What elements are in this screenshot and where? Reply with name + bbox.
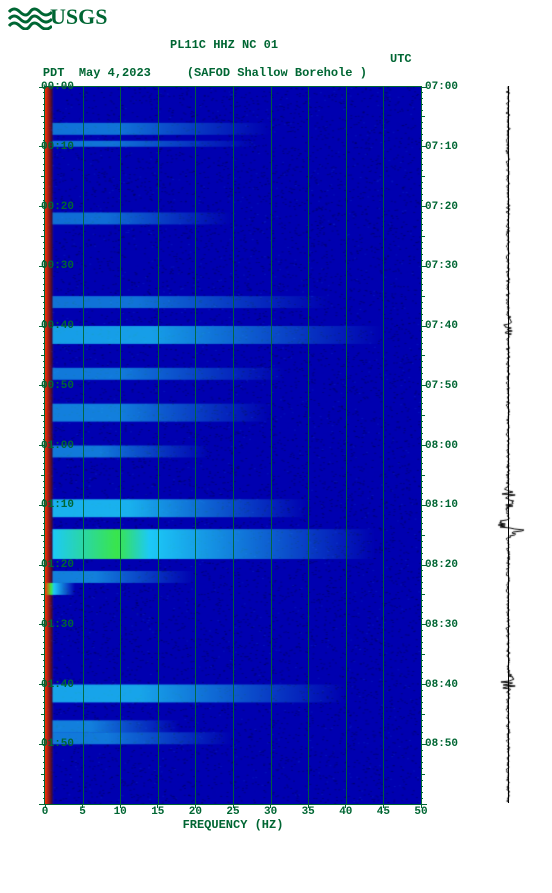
- waveform-canvas: [488, 86, 528, 803]
- usgs-logo-text: USGS: [50, 4, 107, 30]
- usgs-logo: USGS: [8, 4, 107, 30]
- tz-left: PDT: [43, 66, 65, 80]
- spectrogram-plot: FREQUENCY (HZ) 0510152025303540455000:00…: [44, 86, 422, 805]
- x-axis-label: FREQUENCY (HZ): [45, 818, 421, 832]
- tz-right: UTC: [390, 52, 412, 66]
- station: (SAFOD Shallow Borehole ): [187, 66, 367, 80]
- channel-title: PL11C HHZ NC 01: [170, 38, 278, 52]
- date: May 4,2023: [79, 66, 151, 80]
- waveform-sidebar: [488, 86, 528, 803]
